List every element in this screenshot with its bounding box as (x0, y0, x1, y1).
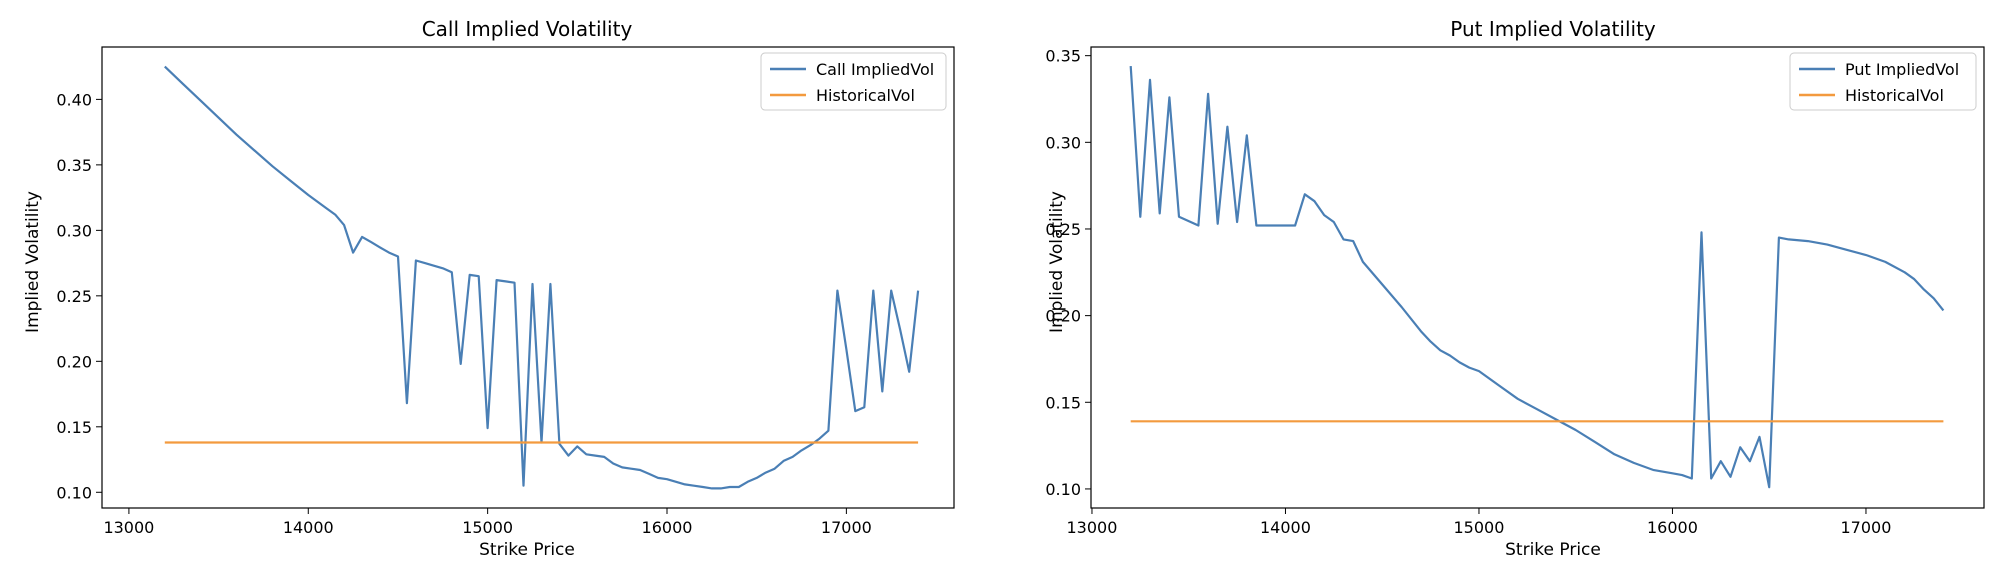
x-tick-label: 14000 (1260, 518, 1311, 537)
x-tick-label: 17000 (1841, 518, 1892, 537)
y-tick-label: 0.10 (1045, 480, 1081, 499)
x-tick-label: 16000 (642, 518, 693, 537)
legend-label: Call ImpliedVol (816, 60, 934, 79)
series-line-implied-vol (164, 65, 920, 490)
y-tick-label: 0.25 (56, 287, 92, 306)
plot-area: 13000 14000 15000 16000 17000 0.10 0.15 0.20 0.2… (56, 46, 955, 537)
legend: Call ImpliedVol HistoricalVol (760, 52, 947, 111)
axes-frame (101, 46, 955, 509)
chart-put-implied-volatility: Put Implied Volatility Strike Price Impl… (1045, 17, 1985, 560)
chart-call-implied-volatility: Call Implied Volatility Strike Price Imp… (23, 17, 955, 560)
y-tick-label: 0.10 (56, 483, 92, 502)
x-axis-label: Strike Price (1505, 540, 1601, 560)
y-axis-label: Implied Volatility (1047, 191, 1067, 333)
legend-box (760, 52, 947, 111)
y-tick-label: 0.15 (56, 418, 92, 437)
legend-box (1789, 52, 1977, 111)
y-axis-label: Implied Volatility (23, 191, 43, 333)
series-line-implied-vol (1129, 66, 1945, 489)
y-tick-label: 0.25 (1045, 220, 1081, 239)
x-tick-label: 15000 (1454, 518, 1505, 537)
legend: Put ImpliedVol HistoricalVol (1789, 52, 1977, 111)
chart-title: Call Implied Volatility (422, 17, 633, 41)
axes-frame (1090, 46, 1985, 509)
plot-area: 13000 14000 15000 16000 17000 0.10 0.15 0.20 0.2… (1045, 46, 1985, 537)
x-tick-label: 17000 (821, 518, 872, 537)
y-tick-label: 0.35 (56, 156, 92, 175)
y-tick-label: 0.20 (56, 352, 92, 371)
y-tick-label: 0.20 (1045, 307, 1081, 326)
y-tick-label: 0.40 (56, 90, 92, 109)
x-tick-label: 13000 (1067, 518, 1118, 537)
x-tick-label: 16000 (1647, 518, 1698, 537)
x-tick-label: 15000 (462, 518, 513, 537)
legend-label: HistoricalVol (816, 86, 915, 105)
y-tick-label: 0.30 (1045, 133, 1081, 152)
legend-label: HistoricalVol (1845, 86, 1944, 105)
x-axis-label: Strike Price (479, 540, 575, 560)
x-tick-label: 14000 (283, 518, 334, 537)
y-tick-label: 0.30 (56, 221, 92, 240)
y-tick-label: 0.15 (1045, 393, 1081, 412)
legend-label: Put ImpliedVol (1845, 60, 1959, 79)
y-tick-label: 0.35 (1045, 47, 1081, 66)
x-tick-label: 13000 (103, 518, 154, 537)
chart-title: Put Implied Volatility (1450, 17, 1656, 41)
